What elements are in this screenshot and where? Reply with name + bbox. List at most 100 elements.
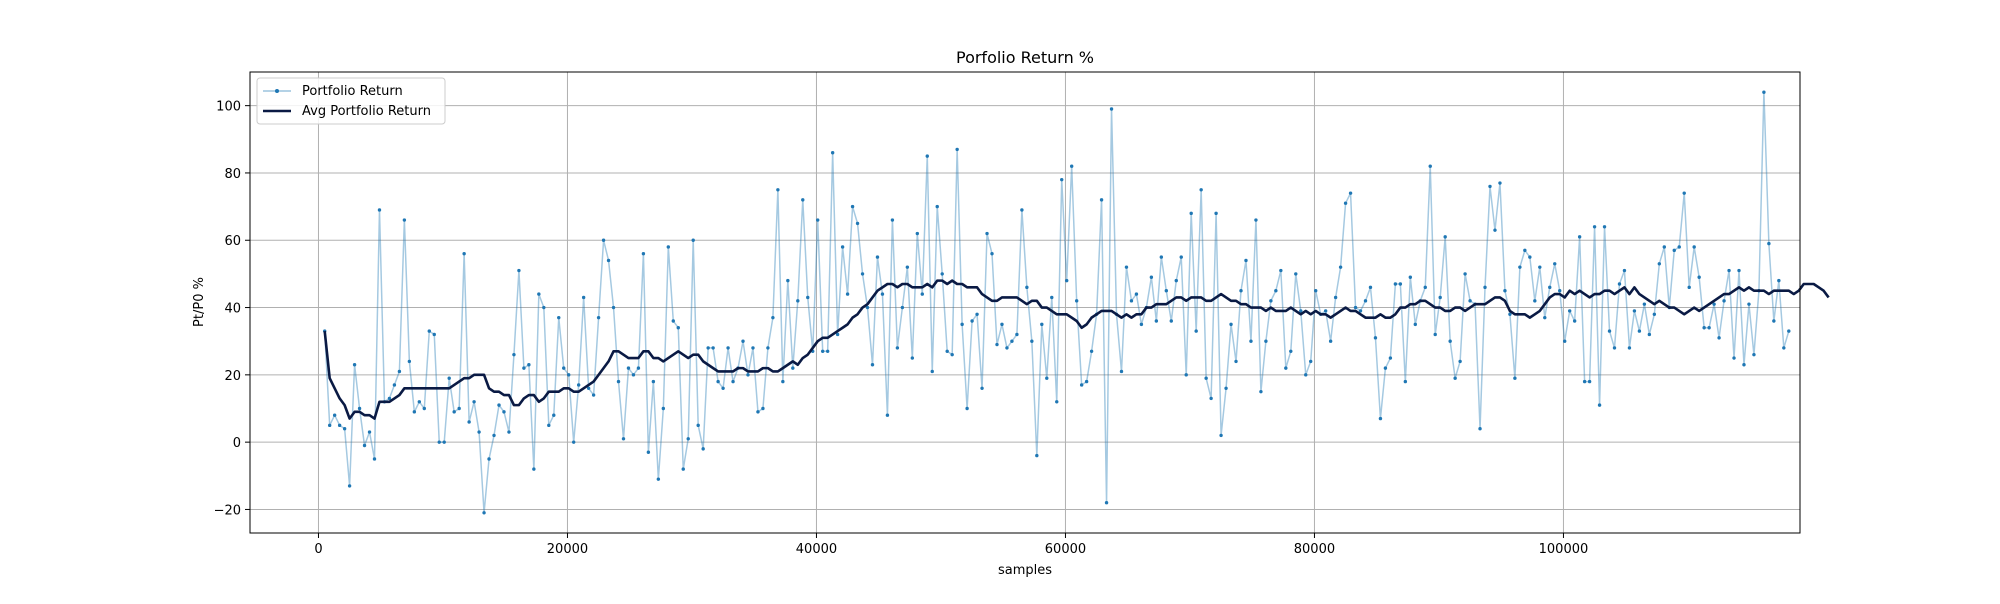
- data-point: [502, 410, 506, 414]
- data-point: [1189, 211, 1193, 216]
- data-point: [1597, 403, 1602, 407]
- data-point: [576, 383, 581, 387]
- data-point: [945, 349, 949, 353]
- data-point: [1084, 379, 1089, 384]
- data-point: [1005, 346, 1009, 350]
- data-point: [816, 218, 820, 222]
- data-point: [542, 305, 546, 310]
- data-point: [930, 369, 934, 374]
- data-point: [1513, 376, 1517, 380]
- data-point: [1129, 299, 1134, 303]
- data-point: [1617, 282, 1622, 286]
- data-point: [1543, 315, 1547, 320]
- data-point: [696, 423, 700, 428]
- data-point: [412, 410, 417, 414]
- data-point: [766, 346, 770, 350]
- data-point: [1279, 268, 1283, 273]
- data-point: [606, 258, 611, 263]
- data-point: [1099, 198, 1104, 202]
- data-point: [1742, 363, 1746, 367]
- data-point: [626, 366, 631, 370]
- data-point: [402, 218, 407, 222]
- data-point: [591, 393, 596, 397]
- data-point: [1393, 282, 1398, 286]
- data-point: [1383, 366, 1388, 370]
- data-point: [1015, 332, 1019, 337]
- data-point: [681, 467, 685, 471]
- data-point: [1498, 181, 1502, 185]
- data-point: [1055, 400, 1059, 404]
- data-point: [885, 413, 890, 417]
- data-point: [492, 433, 496, 438]
- data-point: [596, 315, 601, 320]
- data-point: [1463, 272, 1467, 276]
- data-point: [1607, 329, 1612, 333]
- data-point: [776, 188, 780, 192]
- data-point: [1782, 346, 1786, 350]
- data-point: [1428, 164, 1432, 168]
- data-point: [895, 346, 900, 350]
- data-point: [1020, 208, 1024, 212]
- data-point: [482, 511, 486, 515]
- data-point: [636, 366, 641, 370]
- data-point: [1587, 379, 1592, 384]
- data-point: [477, 430, 481, 434]
- data-point: [1478, 426, 1482, 431]
- data-point: [865, 305, 870, 310]
- legend-box: [256, 77, 446, 125]
- data-point: [1254, 218, 1258, 222]
- data-point: [467, 420, 471, 424]
- data-point: [980, 386, 984, 391]
- data-point: [1343, 201, 1348, 205]
- data-point: [701, 447, 705, 451]
- legend-label-avg-portfolio-return: Avg Portfolio Return: [302, 104, 431, 119]
- data-point: [1622, 268, 1627, 273]
- data-point: [1577, 235, 1582, 239]
- y-tick-label: 40: [224, 302, 241, 317]
- data-point: [1149, 275, 1154, 279]
- data-point: [1373, 336, 1378, 340]
- data-point: [512, 352, 516, 357]
- data-point: [1567, 309, 1572, 313]
- data-point: [1553, 262, 1557, 266]
- data-point: [1040, 322, 1044, 327]
- data-point: [601, 238, 606, 242]
- y-tick-label: −20: [214, 503, 241, 518]
- data-point: [1777, 278, 1781, 283]
- data-point: [1194, 329, 1198, 333]
- data-point: [422, 406, 426, 411]
- data-point: [1249, 339, 1253, 343]
- data-point: [786, 278, 790, 283]
- x-tick-label: 100000: [1539, 542, 1589, 557]
- data-point: [1314, 289, 1318, 293]
- data-point: [726, 346, 730, 350]
- data-point: [1119, 369, 1124, 374]
- data-point: [1010, 339, 1014, 343]
- data-point: [1109, 107, 1114, 111]
- data-point: [1652, 312, 1657, 316]
- data-point: [1533, 299, 1537, 303]
- data-point: [1294, 272, 1298, 276]
- data-point: [1269, 299, 1273, 303]
- data-point: [646, 450, 651, 454]
- data-point: [975, 312, 979, 316]
- data-point: [915, 231, 920, 236]
- data-point: [1647, 332, 1652, 337]
- data-point: [990, 252, 994, 256]
- data-point: [1722, 299, 1726, 303]
- data-point: [905, 265, 910, 269]
- data-point: [1323, 309, 1328, 313]
- data-point: [1229, 322, 1233, 327]
- data-point: [985, 231, 989, 236]
- y-axis: −20 0 20 40 60 80 100: [214, 100, 250, 518]
- data-point: [1637, 329, 1642, 333]
- series-line-avg-portfolio-return: [323, 279, 1830, 420]
- y-axis-label: Pt/P0 %: [192, 277, 207, 327]
- data-point: [452, 410, 456, 414]
- data-point: [1264, 339, 1268, 343]
- data-point: [920, 292, 924, 296]
- data-point: [1747, 302, 1751, 306]
- data-point: [497, 403, 501, 407]
- y-tick-label: 80: [224, 167, 241, 182]
- data-point: [1672, 248, 1676, 253]
